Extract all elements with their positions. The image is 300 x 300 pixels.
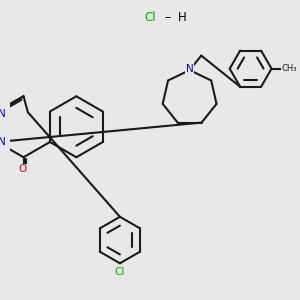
Text: Cl: Cl <box>145 11 156 24</box>
Text: N: N <box>0 110 5 119</box>
Text: O: O <box>18 164 26 175</box>
Text: N: N <box>0 137 5 147</box>
Text: –: – <box>165 11 171 24</box>
Text: H: H <box>178 11 187 24</box>
Text: CH₃: CH₃ <box>281 64 297 73</box>
Text: Cl: Cl <box>115 267 125 277</box>
Text: N: N <box>186 64 194 74</box>
